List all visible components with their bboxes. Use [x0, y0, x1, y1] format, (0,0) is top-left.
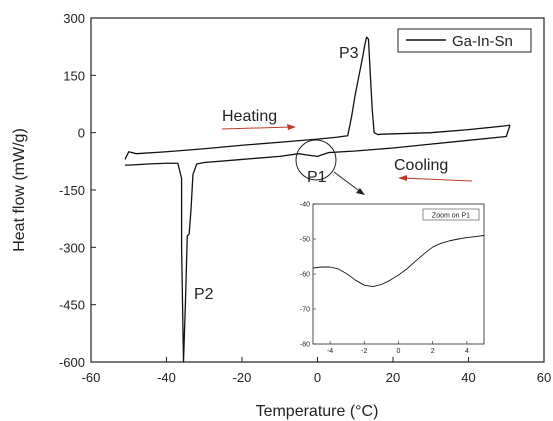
- inset-y-tick-label: -50: [300, 237, 310, 244]
- main-x-tick-label: -60: [82, 370, 101, 385]
- main-x-tick-label: 0: [314, 370, 321, 385]
- inset-y-tick-label: -80: [300, 342, 310, 349]
- annotation-cooling: Cooling: [394, 157, 448, 174]
- inset-chart: -4 -2 0 2 4 -40 -50 -60 -70 -80 Zoom on P1: [300, 202, 485, 356]
- p1-zoom-circle: [295, 139, 337, 181]
- cooling-arrow: [401, 177, 473, 182]
- inset-x-tick-label: -2: [361, 348, 367, 355]
- main-y-tick-label: -600: [59, 355, 85, 370]
- heating-arrow: [221, 126, 293, 130]
- legend: Ga-In-Sn: [397, 28, 532, 53]
- main-y-tick-label: 300: [63, 11, 85, 26]
- main-x-tick-label: -40: [157, 370, 176, 385]
- inset-y-tick-label: -40: [300, 202, 310, 209]
- zoom-pointer-line: [333, 171, 363, 194]
- main-series-line-cooling: [124, 124, 511, 363]
- annotation-p3: P3: [339, 45, 359, 62]
- heating-arrowhead: [287, 124, 296, 130]
- legend-entry-ga-in-sn: Ga-In-Sn: [452, 33, 513, 50]
- main-series-group: [124, 36, 511, 363]
- inset-x-tick-label: 0: [397, 348, 401, 355]
- inset-axis-ticks: -4 -2 0 2 4 -40 -50 -60 -70 -80: [300, 202, 469, 356]
- cooling-arrowhead: [398, 175, 407, 181]
- inset-x-tick-label: -4: [327, 348, 333, 355]
- inset-series-line-0: [312, 235, 485, 288]
- inset-title-box: [422, 208, 480, 221]
- inset-y-tick-label: -60: [300, 272, 310, 279]
- main-y-tick-label: -150: [59, 183, 85, 198]
- main-x-tick-label: 60: [537, 370, 551, 385]
- inset-x-tick-label: 2: [431, 348, 435, 355]
- main-y-tick-label: -300: [59, 240, 85, 255]
- inset-y-tick-label: -70: [300, 307, 310, 314]
- main-y-tick-label: 150: [63, 68, 85, 83]
- main-y-tick-label: 0: [78, 126, 85, 141]
- annotation-p1: P1: [307, 169, 327, 186]
- main-series-line-heating: [124, 36, 511, 160]
- zoom-pointer-arrowhead: [356, 188, 365, 195]
- annotation-p2: P2: [194, 286, 214, 303]
- main-x-tick-label: -20: [233, 370, 252, 385]
- y-axis-label: Heat flow (mW/g): [11, 128, 28, 252]
- inset-x-tick-label: 4: [465, 348, 469, 355]
- main-y-tick-label: -450: [59, 298, 85, 313]
- inset-frame: [312, 203, 485, 345]
- x-axis-label: Temperature (°C): [256, 403, 379, 420]
- legend-box: [397, 28, 532, 53]
- main-x-tick-label: 40: [461, 370, 475, 385]
- main-x-tick-label: 20: [386, 370, 400, 385]
- inset-series-group: [312, 235, 485, 288]
- annotation-heating: Heating: [222, 108, 277, 125]
- inset-title: Zoom on P1: [432, 213, 470, 220]
